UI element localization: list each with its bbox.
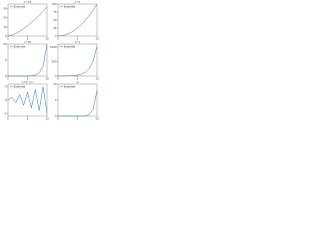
series-line xyxy=(58,90,98,117)
legend-label: Estimate xyxy=(64,85,76,89)
y-tick-label: 0 xyxy=(5,98,7,102)
plot-frame xyxy=(57,3,98,37)
y-tick-label: 10 xyxy=(3,25,7,29)
legend-label: Estimate xyxy=(64,5,76,9)
y-tick-label: 5 xyxy=(55,98,57,102)
y-tick-label: 50 xyxy=(53,18,57,22)
y-tick-label: 10 xyxy=(3,42,7,46)
plot-frame xyxy=(7,83,48,117)
subplot-title: x^1.5 xyxy=(24,0,32,4)
subplot-title: x^2 xyxy=(75,0,81,4)
series-line xyxy=(57,3,98,37)
x-tick-label: 5 xyxy=(27,36,29,40)
x-tick-label: 0 xyxy=(57,36,59,40)
y-tick-label: 0 xyxy=(5,34,7,38)
subplot-title: x^10 xyxy=(24,40,31,44)
y-tick-label: 500 xyxy=(52,59,57,63)
series-line xyxy=(7,86,48,114)
x-tick-label: 10 xyxy=(45,76,49,80)
y-tick-label: 0 xyxy=(55,114,57,118)
legend-label: Estimate xyxy=(64,45,76,49)
legend-box xyxy=(58,4,75,9)
x-tick-label: 0 xyxy=(7,116,9,120)
y-tick-label: 5 xyxy=(5,85,7,89)
x-tick-label: 0 xyxy=(57,116,59,120)
y-tick-label: 25 xyxy=(53,26,57,30)
y-tick-label: 1000 xyxy=(50,45,57,49)
y-tick-label: 30 xyxy=(3,7,7,11)
x-tick-label: 0 xyxy=(7,76,9,80)
x-tick-label: 10 xyxy=(95,76,99,80)
x-tick-label: 5 xyxy=(77,116,79,120)
y-tick-label: 0 xyxy=(55,34,57,38)
x-tick-label: 10 xyxy=(95,36,99,40)
plot-frame xyxy=(57,83,98,117)
plot-frame xyxy=(7,43,48,77)
x-tick-label: 5 xyxy=(27,76,29,80)
y-tick-label: 0 xyxy=(5,74,7,78)
x-tick-label: 10 xyxy=(95,116,99,120)
legend-box xyxy=(58,44,75,49)
legend-box xyxy=(8,4,25,9)
x-tick-label: 5 xyxy=(77,36,79,40)
subplot-title: (-1)^x x xyxy=(22,80,33,84)
legend-box xyxy=(8,84,25,89)
legend-label: Estimate xyxy=(14,5,26,9)
plot-frame xyxy=(57,43,98,77)
subplot-title: 2^x xyxy=(75,40,81,44)
legend-label: Estimate xyxy=(14,85,26,89)
x-tick-label: 10 xyxy=(45,116,49,120)
x-tick-label: 5 xyxy=(27,116,29,120)
y-tick-label: 100 xyxy=(52,2,57,6)
x-tick-label: 5 xyxy=(77,76,79,80)
subplot-title: x! xyxy=(76,80,79,84)
y-tick-label: 20 xyxy=(3,16,7,20)
y-tick-label: 10 xyxy=(53,82,57,86)
legend-label: Estimate xyxy=(14,45,26,49)
series-line xyxy=(7,6,48,37)
legend-box xyxy=(58,84,75,89)
y-tick-label: 75 xyxy=(53,10,57,14)
y-tick-label: -5 xyxy=(4,111,7,115)
x-tick-label: 10 xyxy=(45,36,49,40)
y-tick-label: 5 xyxy=(5,58,7,62)
x-tick-label: 0 xyxy=(7,36,9,40)
series-line xyxy=(8,43,48,77)
y-tick-label: 0 xyxy=(55,74,57,78)
legend-box xyxy=(8,44,25,49)
series-line xyxy=(57,46,98,77)
x-tick-label: 0 xyxy=(57,76,59,80)
plot-frame xyxy=(7,3,48,37)
